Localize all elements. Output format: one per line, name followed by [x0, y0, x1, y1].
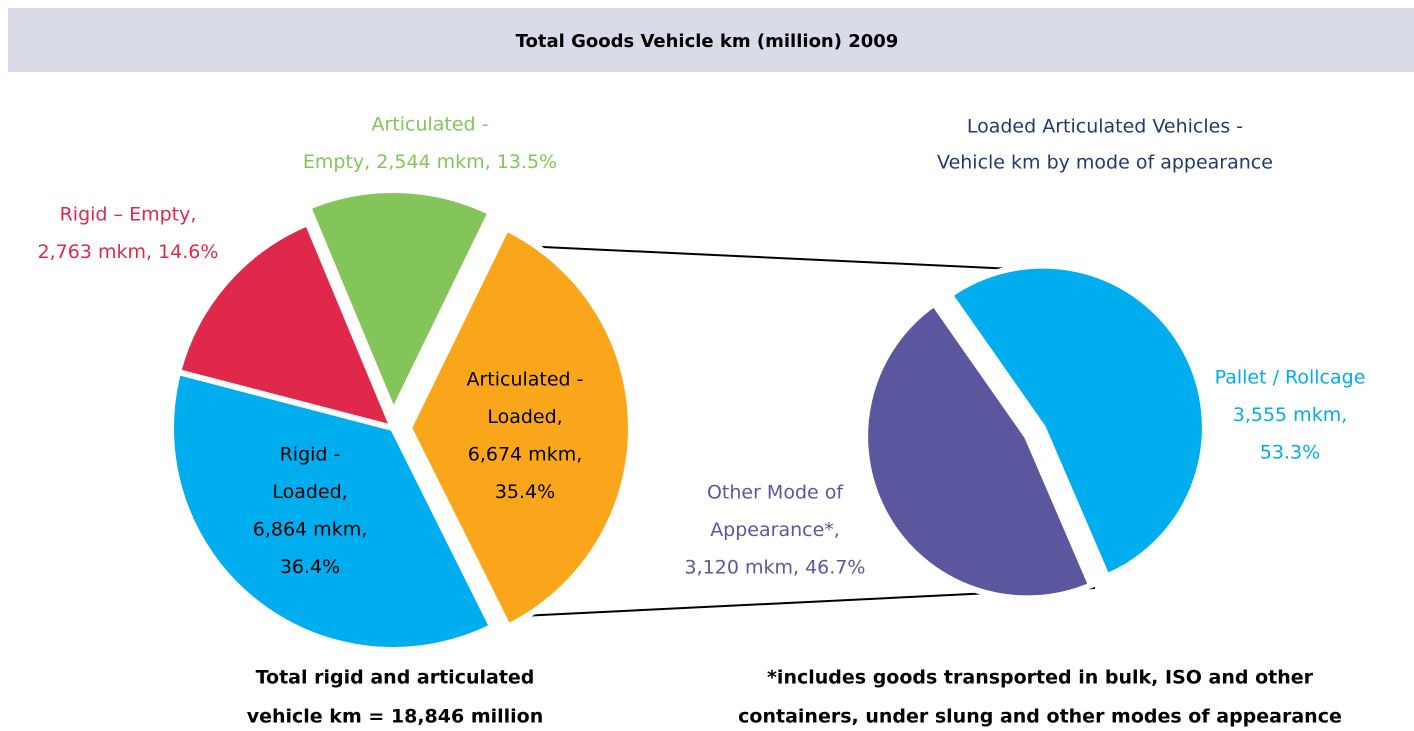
slice-label: Empty, 2,544 mkm, 13.5%	[303, 151, 557, 173]
pie-slice	[168, 368, 497, 653]
pie-slice	[862, 299, 1096, 602]
slice-label: 35.4%	[495, 481, 555, 503]
slice-label: Appearance*,	[710, 519, 840, 541]
pie-slice	[405, 224, 634, 631]
slice-label: 6,674 mkm,	[468, 444, 583, 466]
slice-label: 3,555 mkm,	[1233, 404, 1348, 426]
slice-label: Loaded,	[487, 406, 562, 428]
pie-slice	[945, 262, 1208, 581]
pie-slice	[304, 187, 495, 420]
footnote: *includes goods transported in bulk, ISO…	[767, 667, 1314, 689]
slice-label: 53.3%	[1260, 442, 1320, 464]
slice-label: 6,864 mkm,	[253, 519, 368, 541]
slice-label: 36.4%	[280, 556, 340, 578]
footnote: Total rigid and articulated	[256, 667, 535, 689]
slice-label: 3,120 mkm, 46.7%	[685, 557, 866, 579]
slice-label: Other Mode of	[707, 482, 844, 504]
header-band	[8, 8, 1414, 72]
slice-label: 2,763 mkm, 14.6%	[38, 241, 219, 263]
slice-label: Rigid – Empty,	[60, 204, 197, 226]
slice-label: Loaded,	[272, 481, 347, 503]
slice-label: Articulated -	[466, 369, 583, 391]
pie-title: Vehicle km by mode of appearance	[937, 152, 1273, 174]
footnote: containers, under slung and other modes …	[738, 706, 1342, 728]
pie-title: Loaded Articulated Vehicles -	[967, 116, 1243, 138]
chart-title: Total Goods Vehicle km (million) 2009	[516, 31, 899, 52]
connector	[499, 244, 1036, 271]
slice-label: Rigid -	[280, 444, 341, 466]
slice-label: Articulated -	[371, 114, 488, 136]
pie-slice	[174, 219, 399, 433]
footnote: vehicle km = 18,846 million	[247, 706, 544, 728]
slice-label: Pallet / Rollcage	[1215, 367, 1366, 389]
